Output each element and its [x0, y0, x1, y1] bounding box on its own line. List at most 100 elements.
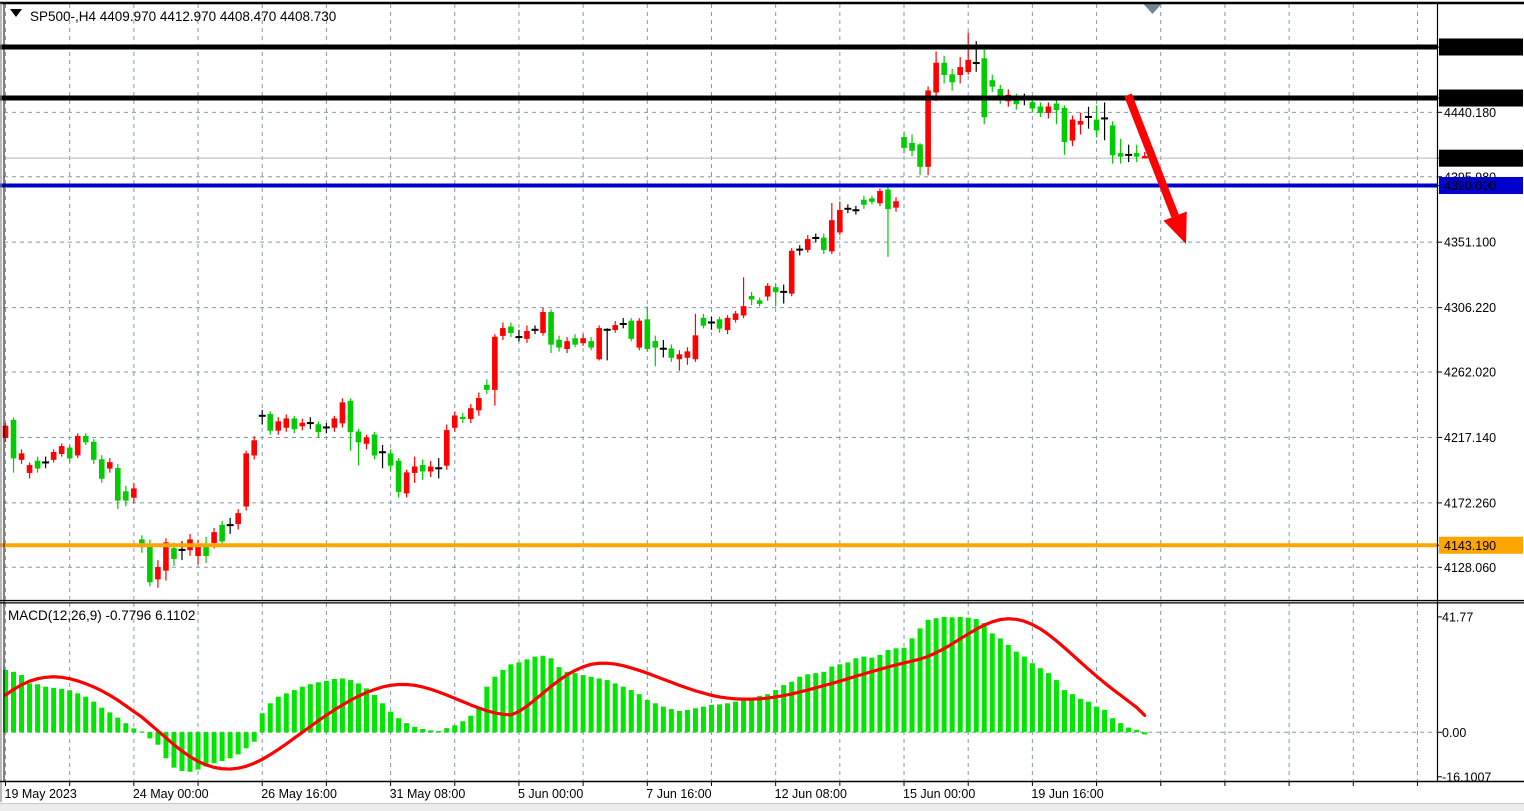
macd-histogram-bar	[83, 696, 89, 733]
trend-arrow-shaft[interactable]	[1124, 93, 1179, 218]
candle-body	[1069, 119, 1076, 141]
macd-histogram-bar	[476, 707, 482, 733]
macd-histogram-bar	[139, 731, 145, 733]
price-tag-support-blue	[1439, 176, 1523, 194]
candle-body	[724, 317, 731, 331]
macd-histogram-bar	[652, 703, 658, 733]
annotations[interactable]	[1124, 4, 1187, 244]
price-tag-label-support-blue[interactable]: 4390.000	[1444, 179, 1496, 193]
price-tag-label-current-price[interactable]: 4408.730	[1444, 152, 1496, 166]
candle-body	[347, 400, 354, 433]
macd-histogram-bar	[43, 686, 49, 733]
macd-histogram-bar	[580, 675, 586, 733]
candle-body	[331, 418, 338, 428]
macd-histogram-bar	[171, 732, 177, 768]
macd-histogram-bar	[1142, 732, 1148, 735]
axis-labels[interactable]: 4440.1804395.9804351.1004306.2204262.020…	[5, 38, 1524, 802]
macd-histogram-bar	[997, 638, 1003, 733]
candle-body	[732, 313, 739, 320]
trend-arrow-head[interactable]	[1163, 211, 1187, 244]
candle-body	[427, 466, 434, 472]
candle-body	[211, 532, 217, 543]
macd-histogram-bar	[412, 726, 418, 733]
macd-histogram-bar	[259, 713, 265, 733]
macd-histogram-bar	[861, 656, 867, 733]
candle-body	[243, 453, 249, 507]
candle-body	[965, 59, 972, 73]
macd-axis-label: 0.00	[1442, 726, 1466, 740]
macd-histogram-bar	[700, 706, 706, 733]
candle-body	[925, 90, 931, 167]
macd-histogram-bar	[548, 658, 554, 733]
candle-body	[219, 524, 225, 542]
price-tag-label-resistance[interactable]: 4485.000	[1444, 41, 1496, 55]
macd-histogram-bar	[612, 683, 618, 733]
macd-label: MACD(12,26,9) -0.7796 6.1102	[8, 608, 195, 623]
candle-body	[909, 142, 915, 151]
macd-histogram-bar	[251, 732, 257, 742]
macd-histogram-bar	[1118, 723, 1124, 733]
price-tag-label-support-orange[interactable]: 4143.190	[1444, 539, 1496, 553]
macd-histogram-bar	[628, 690, 634, 733]
price-axis-label: 4217.140	[1444, 431, 1496, 445]
candle-body	[147, 543, 153, 583]
macd-histogram-bar	[1094, 706, 1100, 733]
candle-body	[1077, 121, 1084, 125]
candle-body	[957, 67, 963, 75]
candle-body	[596, 328, 602, 360]
candle-body	[411, 466, 418, 473]
x-axis-label: 26 May 16:00	[261, 787, 337, 801]
macd-histogram-bar	[917, 628, 923, 733]
macd-histogram-bar	[789, 681, 795, 733]
macd-histogram-bar	[797, 676, 803, 733]
macd-histogram-bar	[67, 690, 73, 733]
macd-histogram-bar	[829, 666, 835, 733]
macd-histogram-bar	[1061, 690, 1067, 733]
macd-histogram-bar	[163, 732, 169, 759]
macd-histogram-bar	[1069, 694, 1075, 733]
macd-histogram-bar	[588, 676, 594, 733]
price-tag-support-orange	[1439, 536, 1523, 554]
x-axis-label: 15 Jun 00:00	[903, 787, 975, 801]
macd-histogram-bar	[893, 648, 899, 733]
chart-shift-marker-icon[interactable]	[1143, 4, 1162, 14]
macd-histogram-bar	[420, 728, 426, 733]
macd-histogram-bar	[516, 662, 522, 733]
macd-histogram-bar	[396, 718, 402, 733]
macd-histogram-bar	[989, 633, 995, 733]
macd-histogram-bar	[532, 656, 538, 733]
macd-histogram-bar	[933, 618, 939, 733]
candle-body	[829, 220, 835, 252]
level-lines[interactable]	[0, 44, 1437, 548]
macd-histogram-bar	[885, 649, 891, 733]
macd-histogram-bar	[187, 732, 193, 772]
macd-histogram-bar	[781, 685, 787, 733]
candle-body	[403, 472, 410, 494]
symbol-dropdown-icon[interactable]	[10, 9, 22, 17]
macd-histogram-bar	[460, 721, 466, 733]
candle-body	[1061, 107, 1068, 143]
macd-indicator	[3, 616, 1148, 772]
macd-histogram-bar	[773, 690, 779, 733]
macd-histogram-bar	[708, 704, 714, 733]
candle-body	[652, 341, 659, 348]
candle-body	[756, 300, 763, 304]
macd-histogram-bar	[275, 696, 281, 733]
candle-body	[508, 326, 514, 334]
macd-histogram-bar	[59, 688, 65, 733]
macd-axis-label: -16.1007	[1442, 770, 1491, 784]
macd-histogram-bar	[620, 686, 626, 733]
macd-histogram-bar	[452, 725, 458, 733]
x-axis-label: 19 May 2023	[5, 787, 77, 801]
price-tag-current-price	[1439, 149, 1523, 167]
price-tag-label-resistance[interactable]: 4450.000	[1444, 92, 1496, 106]
price-axis-label: 4262.020	[1444, 366, 1496, 380]
candle-body	[1053, 103, 1060, 110]
macd-histogram-bar	[235, 732, 241, 755]
macd-histogram-bar	[813, 673, 819, 733]
macd-histogram-bar	[1029, 663, 1035, 733]
macd-histogram-bar	[957, 616, 963, 733]
candle-body	[917, 144, 923, 167]
macd-histogram-bar	[27, 683, 33, 733]
